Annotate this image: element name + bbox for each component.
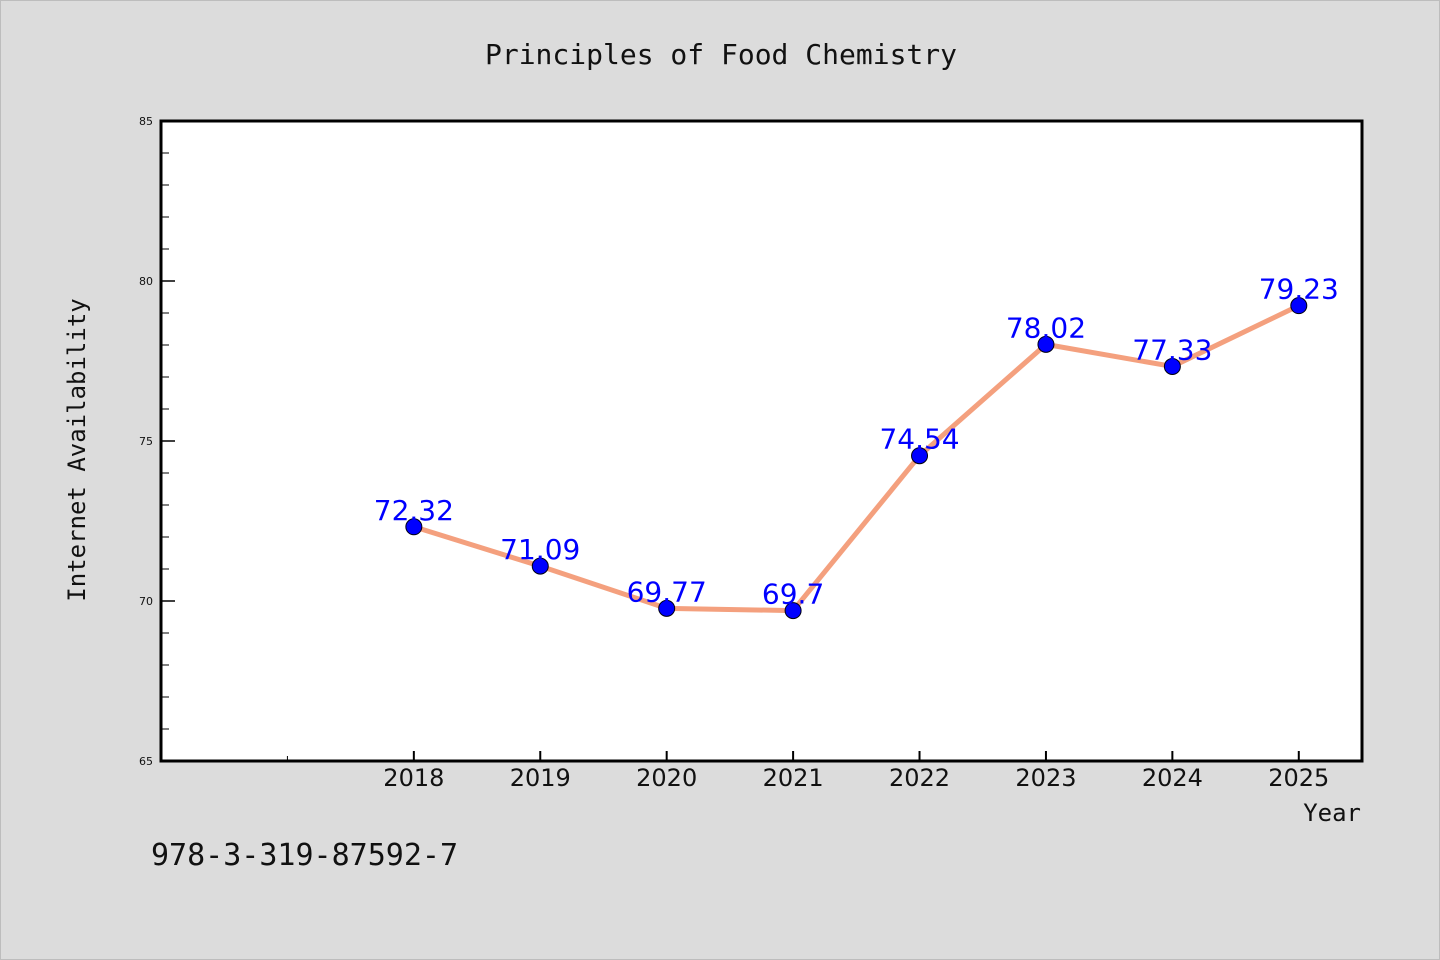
data-label: 74.54	[879, 423, 959, 456]
data-point	[531, 557, 549, 575]
data-point	[911, 447, 929, 465]
axis-ticks: 2018 2019 2020 2021 2022 2023 2024 2025 65 70 75 80…	[139, 115, 1329, 792]
x-tick-label: 2024	[1142, 764, 1203, 792]
data-label: 79.23	[1259, 273, 1339, 306]
series-line-layer	[411, 303, 1302, 614]
chart-title: Principles of Food Chemistry	[485, 38, 957, 71]
x-tick-label: 2018	[383, 764, 444, 792]
y-tick-label: 70	[139, 595, 153, 608]
x-tick-label: 2022	[889, 764, 950, 792]
data-label: 77.33	[1132, 333, 1212, 366]
data-label: 69.77	[627, 575, 707, 608]
isbn-annotation: 978-3-319-87592-7	[151, 838, 458, 873]
y-tick-label: 85	[139, 115, 153, 128]
x-axis-label: Year	[1303, 799, 1361, 827]
plot-area	[161, 121, 1362, 761]
data-point	[1290, 297, 1308, 315]
data-label: 78.02	[1006, 311, 1086, 344]
x-tick-label: 2025	[1268, 764, 1329, 792]
data-point	[1037, 335, 1055, 353]
plot-frame	[159, 119, 1364, 763]
x-tick-label: 2020	[636, 764, 697, 792]
data-point	[405, 518, 423, 536]
y-tick-label: 65	[139, 755, 153, 768]
series-line	[411, 303, 1302, 614]
data-point	[784, 602, 802, 620]
y-tick-label: 75	[139, 435, 153, 448]
data-label: 71.09	[500, 533, 580, 566]
data-point	[1163, 357, 1181, 375]
x-tick-label: 2021	[763, 764, 824, 792]
data-labels: 72.32 71.09 69.77 69.7 74.54 78.02 77.33 79.23	[374, 273, 1339, 611]
y-axis-label: Internet Availability	[63, 298, 91, 601]
data-points	[405, 297, 1308, 620]
x-tick-label: 2019	[510, 764, 571, 792]
data-label: 72.32	[374, 494, 454, 527]
x-tick-label: 2023	[1015, 764, 1076, 792]
data-point	[658, 599, 676, 617]
data-label: 69.7	[762, 578, 824, 611]
y-tick-label: 80	[139, 275, 153, 288]
